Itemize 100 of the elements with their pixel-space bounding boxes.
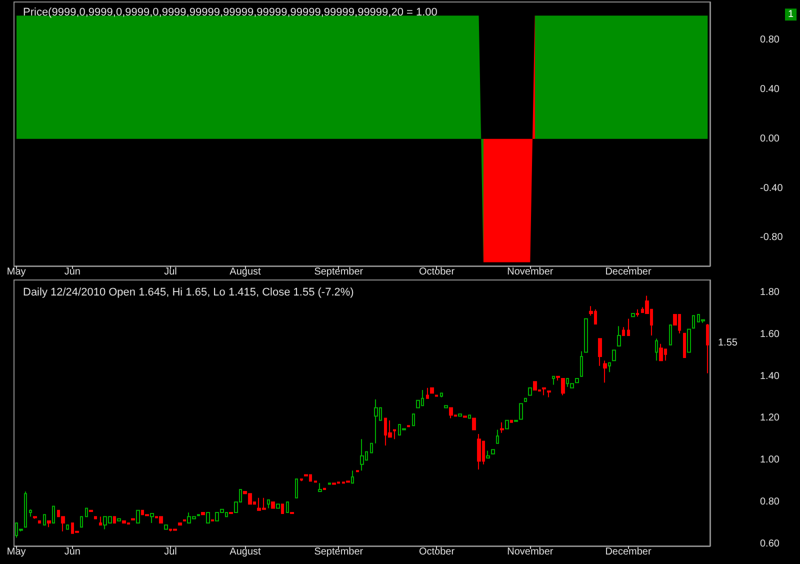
candlestick xyxy=(38,520,41,524)
candlestick xyxy=(472,418,476,430)
candlestick xyxy=(412,414,415,426)
candlestick xyxy=(706,323,709,374)
candlestick xyxy=(150,513,154,524)
y-tick-label: -0.80 xyxy=(760,232,784,244)
candlestick xyxy=(636,308,639,318)
candlestick xyxy=(370,442,373,454)
candlestick xyxy=(468,414,471,419)
x-tick-label: May xyxy=(6,266,26,278)
candlestick xyxy=(491,449,495,454)
y-tick-label: 1.00 xyxy=(760,454,780,466)
candlestick xyxy=(669,324,672,346)
candlestick xyxy=(318,482,322,492)
y-tick-label: 1.80 xyxy=(760,287,780,298)
candlestick xyxy=(290,512,294,514)
x-tick-label: November xyxy=(507,266,554,278)
candlestick xyxy=(584,318,588,353)
candlestick xyxy=(295,478,298,498)
candlestick xyxy=(276,504,280,509)
candlestick xyxy=(575,378,579,384)
y-tick-label: 0.80 xyxy=(760,496,780,508)
candlestick xyxy=(519,403,523,420)
candlestick xyxy=(561,378,565,396)
candlestick xyxy=(496,429,499,444)
x-tick-label: September xyxy=(314,266,364,278)
candlestick xyxy=(659,343,663,362)
candlestick xyxy=(556,376,560,382)
candlestick xyxy=(178,522,182,526)
y-tick-label: -0.40 xyxy=(760,182,784,194)
candlestick xyxy=(33,516,37,520)
candlestick xyxy=(444,405,448,408)
x-tick-label: August xyxy=(230,266,262,278)
y-tick-label: 0.80 xyxy=(760,34,780,46)
x-tick-label: Jun xyxy=(64,266,80,278)
candlestick xyxy=(617,326,621,346)
candlestick xyxy=(449,407,453,419)
candlestick xyxy=(528,387,532,396)
candlestick xyxy=(281,504,284,514)
y-tick-label: 1.40 xyxy=(760,370,780,382)
x-tick-label: August xyxy=(230,546,262,558)
candlestick xyxy=(117,518,121,522)
candlestick xyxy=(159,516,163,524)
candlestick xyxy=(440,392,443,398)
candlestick xyxy=(598,338,602,366)
x-tick-label: October xyxy=(418,546,456,558)
x-tick-label: October xyxy=(418,266,456,278)
candlestick xyxy=(692,315,695,329)
text: 1 xyxy=(788,9,794,20)
candlestick xyxy=(608,362,611,373)
x-tick-label: September xyxy=(314,546,364,558)
candlestick xyxy=(271,502,275,509)
candlestick xyxy=(286,502,289,513)
text: 1.55 xyxy=(718,337,738,348)
candlestick xyxy=(547,390,551,398)
candlestick xyxy=(351,470,354,484)
y-tick-label: 0.40 xyxy=(760,84,780,96)
candlestick xyxy=(94,516,97,520)
x-tick-label: December xyxy=(605,546,652,558)
candlestick xyxy=(24,491,27,528)
candlestick xyxy=(477,433,481,470)
chart-title: Price(9999,0,9999,0,9999,0,9999,99999,99999,99999,99999,99999,99999,20 = 1.00 xyxy=(23,6,438,18)
candlestick xyxy=(85,508,88,518)
candlestick xyxy=(122,520,126,524)
x-tick-label: Jun xyxy=(64,546,80,558)
y-tick-label: 0.60 xyxy=(760,538,780,550)
candlestick xyxy=(552,376,555,386)
text: Daily 12/24/2010 Open 1.645, Hi 1.65, Lo 1.415, Close 1.55 (-7.2%) xyxy=(23,286,354,298)
x-tick-label: November xyxy=(507,546,554,558)
candlestick xyxy=(99,516,102,526)
candlestick xyxy=(655,338,658,362)
candlestick xyxy=(622,326,625,336)
candlestick xyxy=(612,350,616,362)
y-tick-label: 0.00 xyxy=(760,133,780,144)
y-tick-label: 1.20 xyxy=(760,412,780,424)
candlestick xyxy=(393,429,396,440)
candlestick xyxy=(360,438,364,472)
candlestick xyxy=(603,360,607,384)
candlestick xyxy=(201,512,205,516)
candlestick xyxy=(229,512,233,514)
x-tick-label: Jul xyxy=(164,266,177,278)
x-tick-label: December xyxy=(605,266,652,278)
candlestick xyxy=(486,450,490,459)
candlestick xyxy=(627,318,630,336)
candlestick xyxy=(458,414,462,417)
candlestick xyxy=(164,524,168,530)
candlestick xyxy=(631,313,635,318)
candlestick xyxy=(113,516,116,524)
candlestick xyxy=(430,387,434,394)
y-tick-label: 1.60 xyxy=(760,328,780,340)
candlestick xyxy=(524,398,527,402)
candlestick xyxy=(267,499,270,509)
candlestick xyxy=(66,524,69,530)
candlestick xyxy=(500,422,504,434)
x-tick-label: Jul xyxy=(164,546,177,558)
candlestick xyxy=(683,332,686,358)
candlestick xyxy=(47,520,51,528)
x-tick-label: May xyxy=(6,546,26,558)
candlestick xyxy=(580,350,583,377)
candlestick xyxy=(533,381,537,390)
